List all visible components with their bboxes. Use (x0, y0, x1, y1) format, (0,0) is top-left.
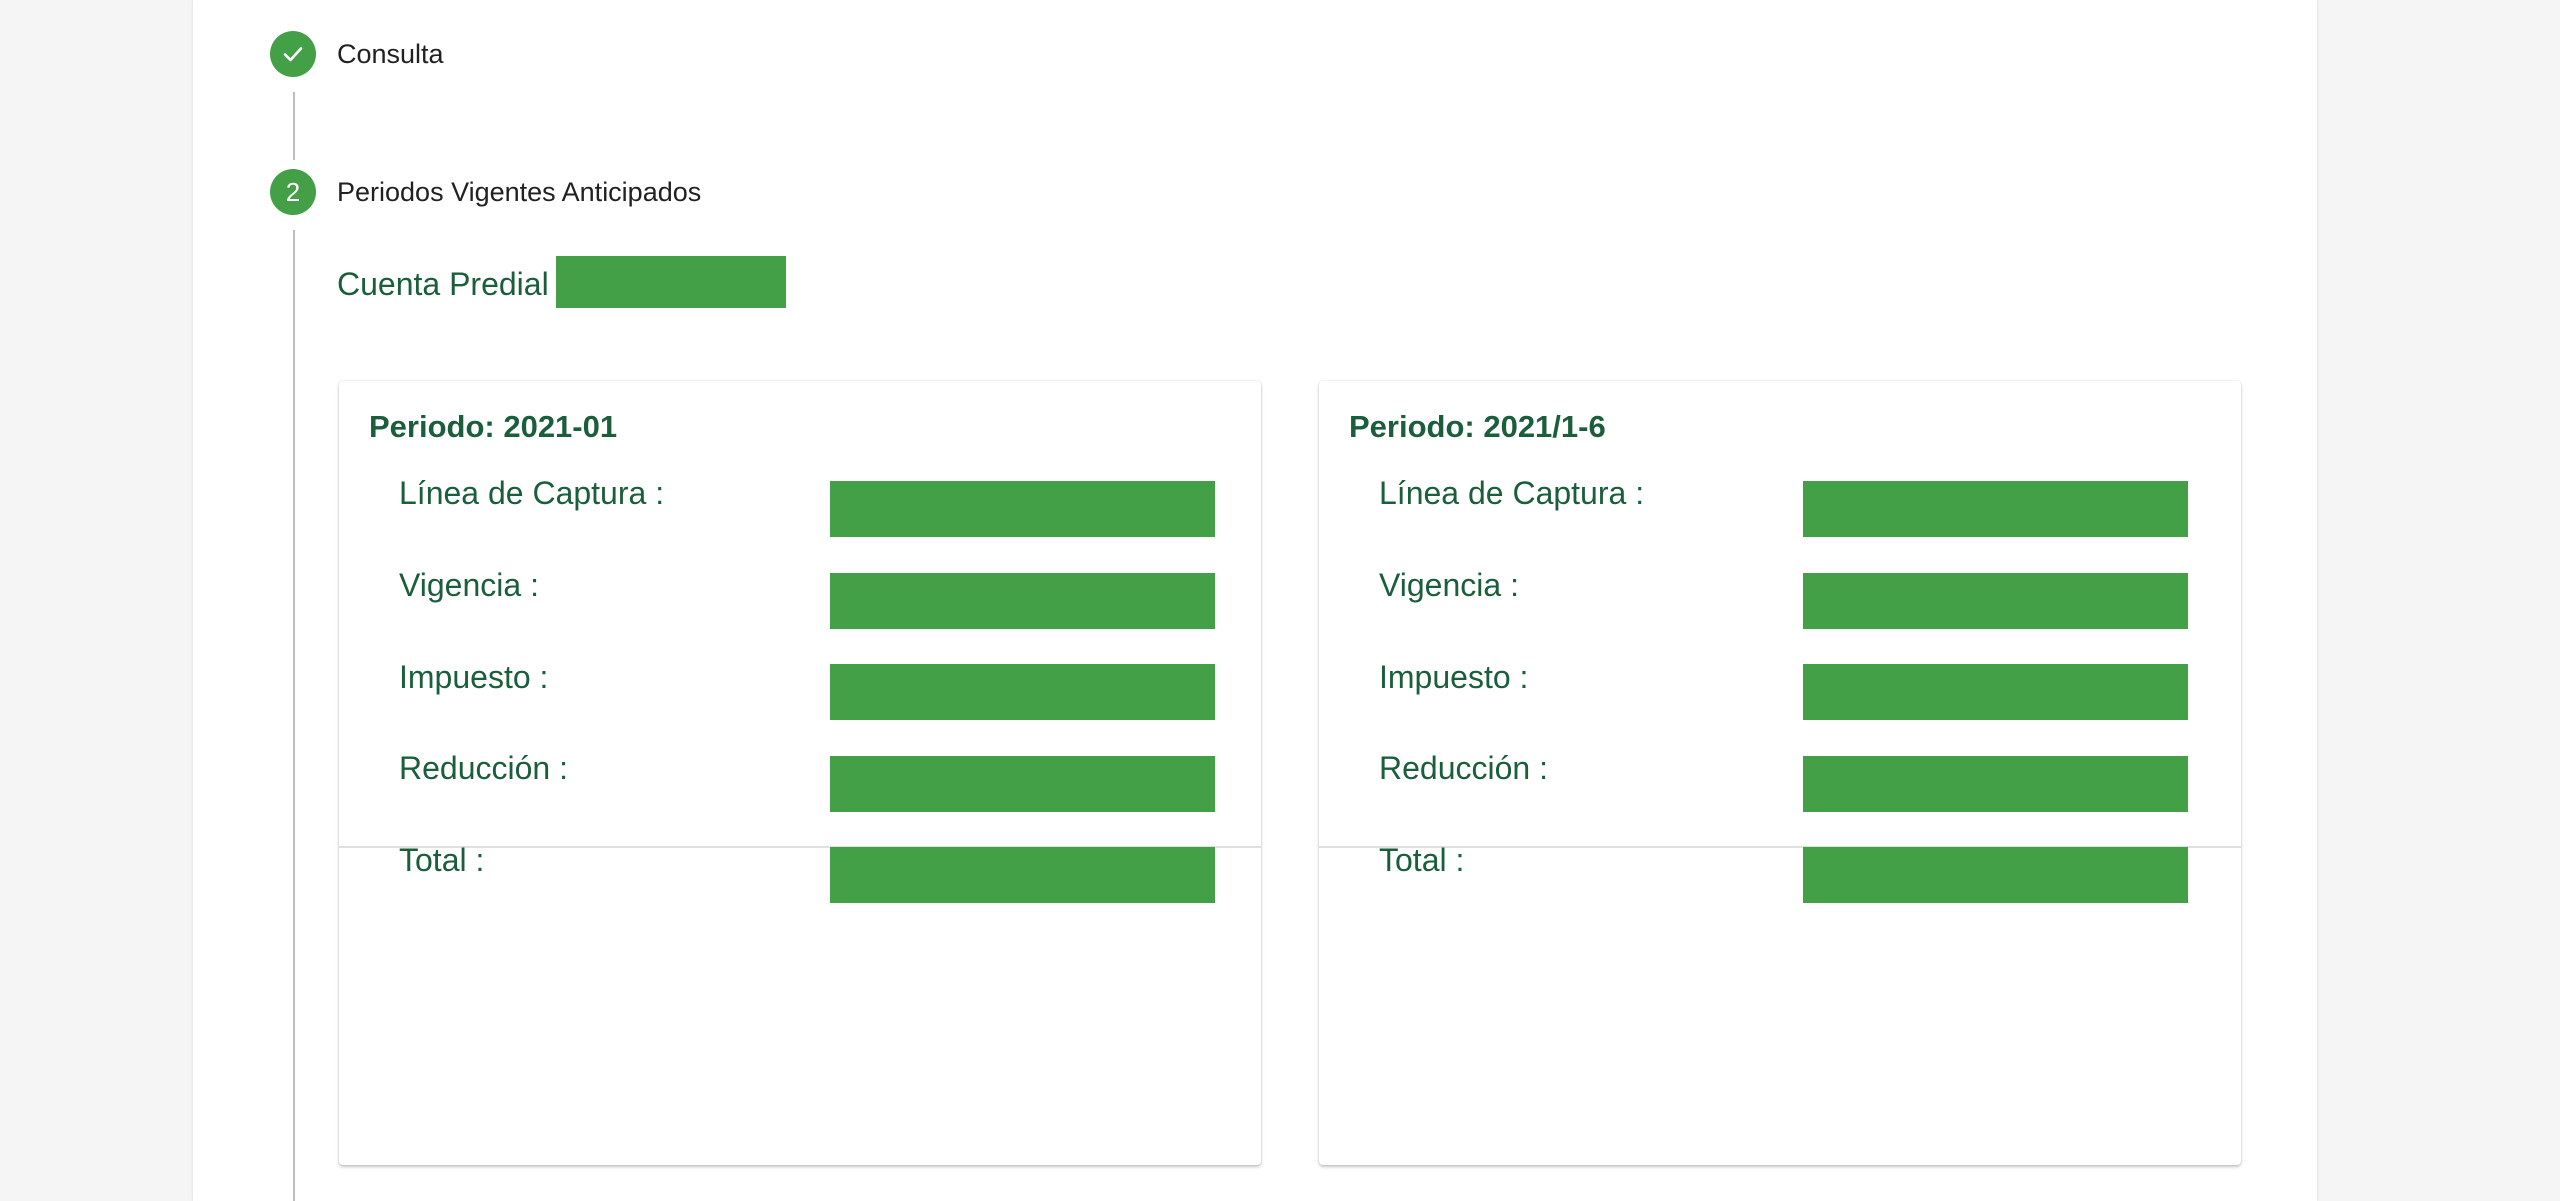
reduccion-label: Reducción : (399, 750, 568, 786)
step-content-line (293, 230, 295, 1201)
linea-captura-label: Línea de Captura : (399, 475, 665, 511)
divider (339, 846, 1261, 848)
impuesto-label: Impuesto : (399, 659, 549, 695)
linea-captura-value-redacted (1803, 481, 2188, 537)
total-value-redacted (1803, 847, 2188, 903)
vigencia-label: Vigencia : (399, 567, 539, 603)
step-connector (293, 92, 295, 160)
linea-captura-value-redacted (830, 481, 1215, 537)
total-label: Total : (1379, 842, 1465, 878)
impuesto-value-redacted (1803, 664, 2188, 720)
periodo-card-2: Periodo: 2021/1-6 Línea de Captura : Vig… (1319, 381, 2241, 1165)
reduccion-value-redacted (1803, 756, 2188, 812)
reduccion-label: Reducción : (1379, 750, 1548, 786)
impuesto-value-redacted (830, 664, 1215, 720)
total-label: Total : (399, 842, 485, 878)
linea-captura-label: Línea de Captura : (1379, 475, 1645, 511)
step-2-number[interactable]: 2 (270, 169, 316, 215)
cuenta-predial-value-redacted (556, 256, 786, 308)
card-title: Periodo: 2021-01 (369, 409, 618, 444)
divider (1319, 846, 2241, 848)
card-title: Periodo: 2021/1-6 (1349, 409, 1606, 444)
vigencia-value-redacted (1803, 573, 2188, 629)
step-2-label[interactable]: Periodos Vigentes Anticipados (337, 177, 702, 207)
check-icon (283, 47, 303, 62)
total-value-redacted (830, 847, 1215, 903)
step-complete-icon[interactable] (270, 31, 316, 77)
impuesto-label: Impuesto : (1379, 659, 1529, 695)
cuenta-predial-label: Cuenta Predial : (337, 266, 567, 302)
reduccion-value-redacted (830, 756, 1215, 812)
vigencia-value-redacted (830, 573, 1215, 629)
step-1-label[interactable]: Consulta (337, 39, 444, 69)
vigencia-label: Vigencia : (1379, 567, 1519, 603)
periodo-card-1: Periodo: 2021-01 Línea de Captura : Vige… (339, 381, 1261, 1165)
